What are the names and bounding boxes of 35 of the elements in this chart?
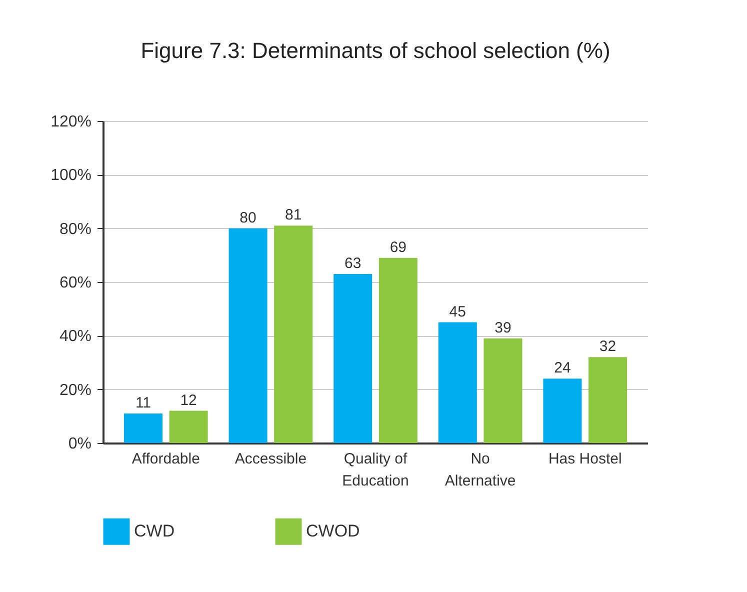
bar [543,378,582,443]
x-tick-label: Has Hostel [548,450,622,468]
data-label: 11 [135,394,152,412]
data-label: 80 [240,209,256,226]
y-tick-label: 60% [59,274,92,292]
bar [588,357,628,443]
x-tick-label: Quality of Education [342,450,409,490]
data-label: 24 [554,360,571,377]
bar [484,338,522,443]
y-tick-label: 20% [59,382,92,399]
data-label: 12 [180,392,197,409]
legend-label: CWOD [306,522,360,541]
bar [378,258,418,443]
bar [124,413,162,443]
data-label: 45 [449,303,466,320]
bar [169,410,208,443]
data-label: 69 [390,238,407,256]
y-tick-label: 120% [50,114,92,130]
bar [228,228,268,443]
data-label: 63 [344,254,362,272]
data-label: 81 [285,206,302,224]
x-tick-label: No Alternative [444,450,516,490]
bar [274,226,313,443]
bar [438,322,477,443]
y-tick-label: 40% [59,328,92,346]
legend-label: CWD [134,522,175,541]
x-tick-label: Accessible [234,450,307,468]
chart-title: Figure 7.3: Determinants of school selection (%) [140,38,610,63]
data-label: 32 [599,338,616,356]
y-tick-label: 0% [68,436,92,452]
data-label: 39 [494,319,512,336]
x-tick-label: Affordable [132,450,200,468]
y-tick-label: 100% [50,167,92,184]
bar [334,274,372,443]
y-tick-label: 80% [59,220,92,238]
